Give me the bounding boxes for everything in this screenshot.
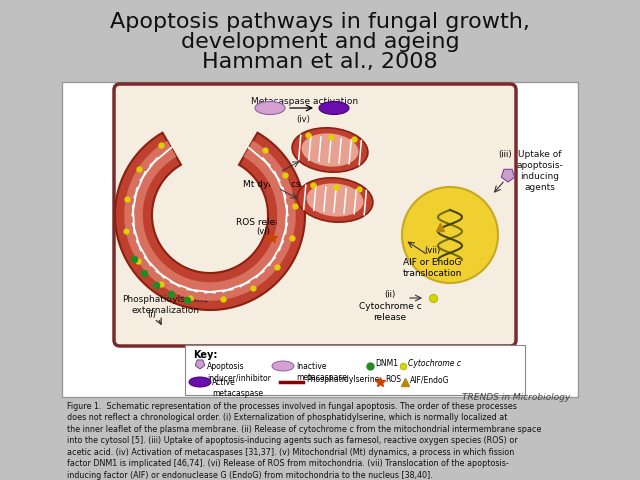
Text: (iii): (iii) (498, 151, 512, 159)
Ellipse shape (272, 361, 294, 371)
Text: Phosphatidylserine
externalization: Phosphatidylserine externalization (122, 295, 208, 315)
Text: Figure 1.  Schematic representation of the processes involved in fungal apoptosi: Figure 1. Schematic representation of th… (67, 402, 541, 480)
Text: development and ageing: development and ageing (180, 32, 460, 52)
Ellipse shape (307, 183, 364, 216)
Text: Key:: Key: (193, 350, 218, 360)
Text: (ii): (ii) (385, 290, 396, 300)
Ellipse shape (297, 178, 373, 222)
Polygon shape (124, 141, 296, 301)
Polygon shape (115, 133, 305, 310)
Text: Active
metacaspase: Active metacaspase (212, 378, 263, 398)
Text: (v): (v) (264, 168, 276, 177)
Text: Cytochrome c
release: Cytochrome c release (358, 302, 421, 322)
Text: Inactive
metacaspase: Inactive metacaspase (296, 362, 347, 382)
Text: (i): (i) (148, 311, 156, 320)
Text: Cytochrome c: Cytochrome c (408, 360, 461, 369)
Text: Uptake of
apoptosis-
inducing
agents: Uptake of apoptosis- inducing agents (516, 150, 563, 192)
Text: TRENDS in Microbiology: TRENDS in Microbiology (461, 393, 570, 402)
Ellipse shape (189, 377, 211, 387)
Text: ROS release: ROS release (236, 218, 291, 227)
Text: (vii): (vii) (424, 245, 440, 254)
Text: (vi): (vi) (256, 227, 270, 236)
FancyBboxPatch shape (114, 84, 516, 346)
Text: AIF/EndoG: AIF/EndoG (410, 375, 449, 384)
Text: AIF or EndoG
translocation: AIF or EndoG translocation (403, 258, 461, 278)
Ellipse shape (301, 133, 358, 167)
FancyBboxPatch shape (62, 82, 578, 397)
Text: DNM1: DNM1 (375, 360, 398, 369)
Text: ROS: ROS (385, 375, 401, 384)
Text: (iv): (iv) (296, 115, 310, 124)
Circle shape (402, 187, 498, 283)
Text: Apoptosis pathways in fungal growth,: Apoptosis pathways in fungal growth, (110, 12, 530, 32)
Text: Apoptosis
inducer/inhibitor: Apoptosis inducer/inhibitor (207, 362, 271, 382)
FancyBboxPatch shape (185, 345, 525, 395)
Ellipse shape (255, 101, 285, 115)
Text: Phosphatidylserine: Phosphatidylserine (306, 375, 380, 384)
Text: Metacaspase activation: Metacaspase activation (252, 97, 358, 106)
Text: Mt dynamics: Mt dynamics (243, 180, 301, 189)
Text: Hamman et al., 2008: Hamman et al., 2008 (202, 52, 438, 72)
Ellipse shape (292, 128, 368, 172)
Ellipse shape (319, 101, 349, 115)
